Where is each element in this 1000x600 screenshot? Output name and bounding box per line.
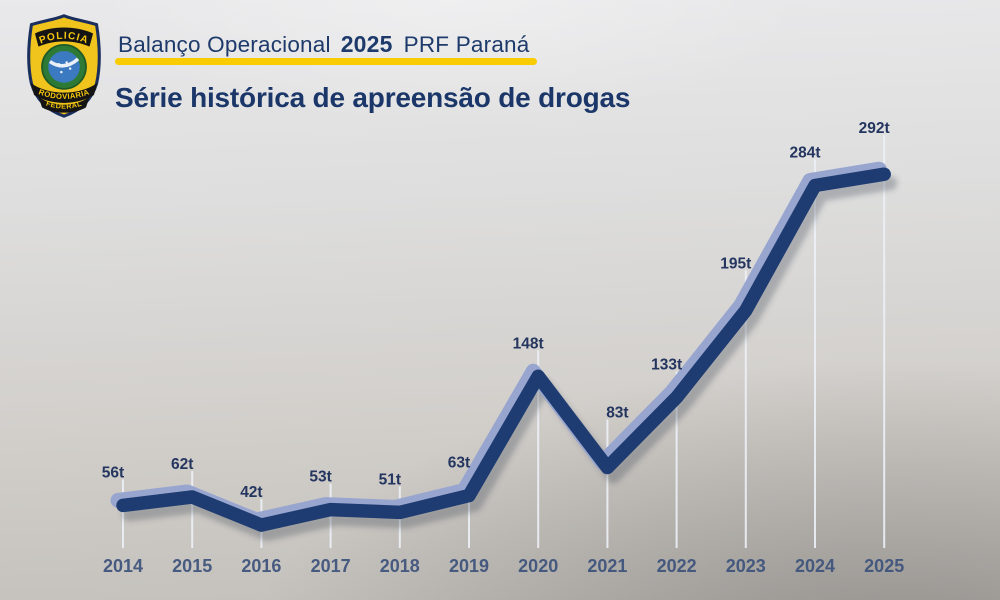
value-label: 133t [651,356,682,373]
value-label: 195t [720,255,751,272]
value-label: 62t [171,456,193,473]
year-labels: 2014 2015 2016 2017 2018 2019 2020 2021 2022 2023… [103,556,904,576]
year-label: 2025 [864,556,904,576]
report-title-year: 2025 [340,31,393,57]
year-label: 2022 [657,556,697,576]
chart-title: Série histórica de apreensão de drogas [115,82,631,113]
report-title-region: PRF Paraná [403,32,530,57]
report-title-left: Balanço Operacional [118,32,331,57]
logo-middle-label: RODOVIARIA [37,87,90,101]
guide-lines [122,135,886,548]
police-band [34,27,94,47]
year-label: 2020 [518,556,558,576]
series-line [116,167,891,532]
year-label: 2021 [587,556,627,576]
report-title: Balanço Operacional 2025 PRF Paraná [118,31,529,58]
year-label: 2014 [103,556,143,576]
year-label: 2023 [726,556,766,576]
prf-badge-logo: POLICIA RODOVIARIA FEDERAL [27,14,101,118]
value-label: 42t [240,484,262,501]
data-line [116,167,891,532]
year-label: 2018 [380,556,420,576]
value-label: 51t [379,471,401,488]
value-label: 148t [513,335,544,352]
year-label: 2017 [311,556,351,576]
header-underline [115,58,537,65]
value-label: 83t [606,405,628,422]
year-label: 2024 [795,556,835,576]
coat-of-arms [41,44,87,90]
year-label: 2016 [241,556,281,576]
rodoviaria-ribbon [30,82,98,103]
federal-ribbon [38,96,90,113]
value-label: 53t [309,469,331,486]
value-label: 284t [789,145,820,162]
logo-top-label: POLICIA [38,31,90,47]
value-labels: 56t 62t 42t 53t 51t 63t 148t 83t 133t 195t 284t 292… [102,120,890,501]
year-label: 2015 [172,556,212,576]
logo-bottom-label: FEDERAL [45,99,83,111]
value-label: 63t [448,455,470,472]
value-label: 56t [102,464,124,481]
value-label: 292t [859,120,890,137]
year-label: 2019 [449,556,489,576]
